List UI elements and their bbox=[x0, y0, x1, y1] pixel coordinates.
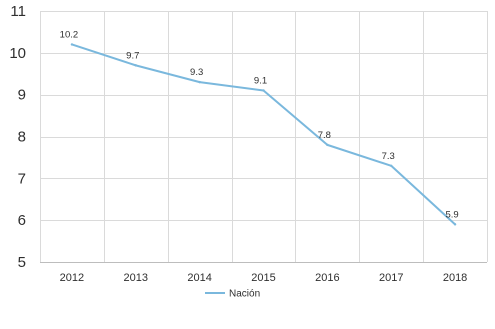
y-tick-label: 5 bbox=[18, 254, 26, 271]
series-layer bbox=[70, 43, 457, 226]
x-tick-label: 2015 bbox=[251, 272, 275, 284]
y-tick-label: 9 bbox=[18, 87, 26, 104]
y-tick-label: 11 bbox=[10, 3, 26, 20]
x-tick-label: 2018 bbox=[443, 272, 467, 284]
data-label: 9.3 bbox=[190, 67, 203, 78]
x-tick-label: 2017 bbox=[379, 272, 403, 284]
data-label: 5.9 bbox=[445, 209, 458, 220]
y-tick-label: 10 bbox=[9, 45, 26, 62]
legend[interactable]: Nación bbox=[205, 289, 260, 300]
data-point[interactable] bbox=[453, 223, 457, 226]
data-point[interactable] bbox=[390, 164, 393, 167]
y-tick-labels: 5 6 7 8 9 10 11 bbox=[9, 3, 26, 271]
y-tick-label: 7 bbox=[18, 170, 26, 187]
data-point[interactable] bbox=[134, 64, 137, 67]
x-tick-label: 2012 bbox=[60, 272, 84, 284]
x-tick-label: 2013 bbox=[124, 272, 148, 284]
data-point[interactable] bbox=[262, 89, 265, 92]
data-label: 7.8 bbox=[318, 130, 331, 141]
data-point[interactable] bbox=[70, 43, 74, 46]
y-tick-label: 6 bbox=[18, 212, 26, 229]
data-label: 10.2 bbox=[60, 29, 79, 40]
y-tick-label: 8 bbox=[18, 129, 26, 146]
data-labels: 10.2 9.7 9.3 9.1 7.8 7.3 5.9 bbox=[60, 29, 459, 220]
data-point[interactable] bbox=[198, 80, 201, 84]
data-label: 7.3 bbox=[382, 151, 395, 162]
grid bbox=[40, 11, 488, 262]
data-label: 9.7 bbox=[126, 50, 139, 61]
x-tick-labels: 2012 2013 2014 2015 2016 2017 2018 bbox=[60, 272, 468, 284]
legend-label-nacion: Nación bbox=[229, 289, 260, 300]
x-tick-label: 2016 bbox=[315, 272, 339, 284]
series-line-nacion[interactable] bbox=[70, 43, 457, 226]
x-tick-label: 2014 bbox=[187, 272, 211, 284]
data-point[interactable] bbox=[326, 143, 329, 147]
data-label: 9.1 bbox=[254, 75, 267, 86]
